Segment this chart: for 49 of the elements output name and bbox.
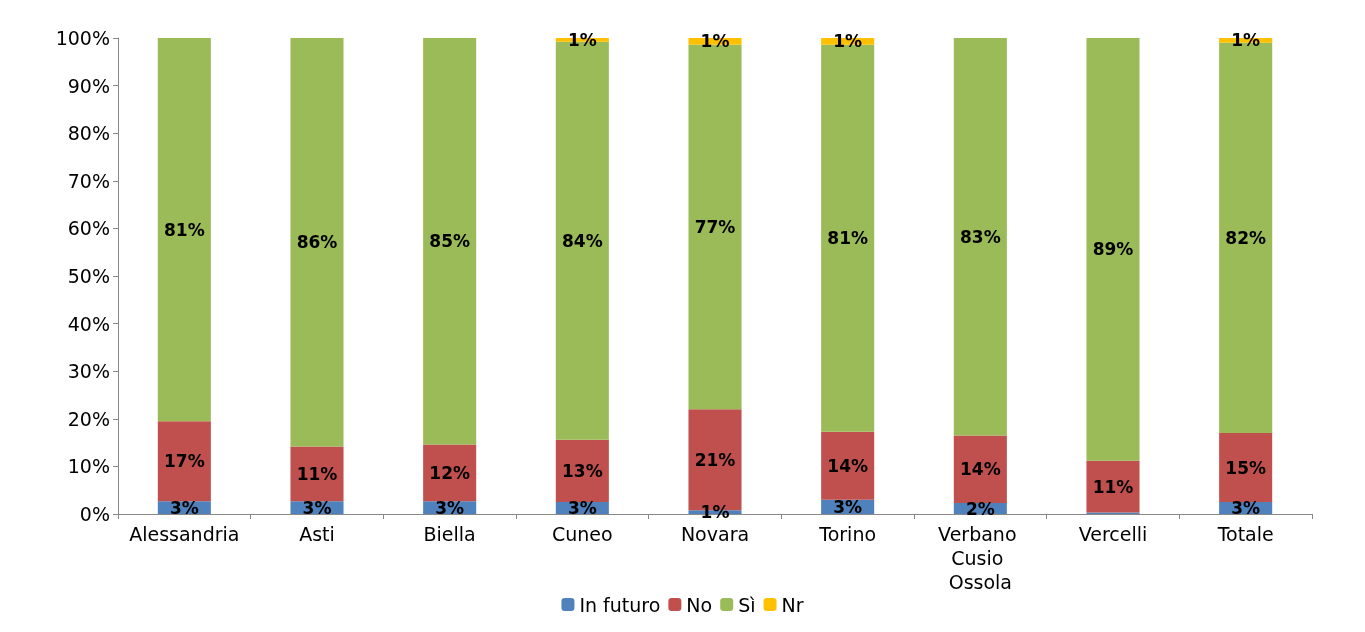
x-tick-label: Torino [818, 523, 877, 545]
data-label: 3% [169, 497, 199, 518]
y-tick-label: 10% [67, 455, 110, 478]
data-label: 13% [561, 460, 603, 481]
legend-label: Sì [738, 593, 756, 616]
x-tick-label: Verbano Cusio Ossola [938, 523, 1023, 593]
y-tick-label: 20% [67, 407, 110, 430]
y-tick-label: 0% [79, 503, 110, 525]
data-label: 86% [296, 232, 338, 253]
x-tick-label: Vercelli [1078, 523, 1148, 545]
legend-label: No [686, 593, 713, 616]
y-tick-label: 70% [67, 169, 110, 192]
data-label: 17% [163, 451, 205, 472]
legend-label: In futuro [579, 593, 661, 616]
data-label: 21% [694, 449, 736, 470]
data-label: 11% [296, 463, 338, 484]
data-label: 14% [827, 455, 869, 476]
data-label: 83% [959, 226, 1001, 247]
data-label: 3% [833, 496, 863, 517]
data-label: 82% [1225, 227, 1267, 248]
y-tick-label: 100% [55, 27, 110, 49]
y-tick-label: 60% [67, 217, 110, 240]
data-label: 89% [1092, 239, 1134, 260]
data-label: 81% [827, 228, 869, 249]
x-tick-label: Asti [299, 523, 335, 545]
legend-label: Nr [781, 593, 804, 616]
data-label: 3% [1231, 498, 1261, 519]
y-tick-label: 30% [67, 360, 110, 383]
x-tick-label: Cuneo [552, 523, 613, 545]
data-label: 14% [959, 459, 1001, 480]
data-label: 15% [1225, 457, 1267, 478]
y-tick-label: 80% [67, 122, 110, 145]
data-label: 2% [965, 498, 995, 519]
data-label: 84% [561, 230, 603, 251]
x-tick-label: Biella [423, 523, 476, 545]
data-label: 3% [302, 497, 332, 518]
y-tick-label: 90% [67, 74, 110, 97]
x-tick-label: Alessandria [129, 523, 240, 545]
data-label: 3% [567, 498, 597, 519]
x-tick-label: Novara [680, 523, 750, 545]
x-tick-label: Totale [1216, 523, 1274, 545]
data-label: 12% [429, 462, 471, 483]
data-label: 81% [163, 219, 205, 240]
data-label: 11% [1092, 476, 1134, 497]
data-label: 3% [435, 497, 465, 518]
y-tick-label: 40% [67, 312, 110, 335]
data-label: 85% [429, 231, 471, 252]
y-tick-label: 50% [67, 265, 110, 287]
data-label: 77% [694, 216, 736, 237]
